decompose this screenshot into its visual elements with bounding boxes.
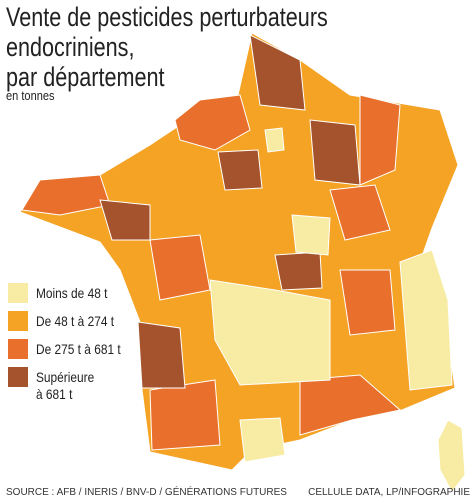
- dept: [329, 184, 391, 241]
- dept: [299, 374, 402, 436]
- dept: [359, 94, 401, 186]
- legend-swatch: [8, 367, 28, 387]
- subtitle: en tonnes: [6, 88, 55, 103]
- legend-label: De 275 t à 681 t: [36, 341, 121, 357]
- dept: [239, 417, 286, 463]
- corsica: [437, 419, 466, 493]
- source: SOURCE : AFB / INERIS / BNV-D / GÉNÉRATI…: [6, 487, 287, 498]
- legend-label: Supérieure à 681 t: [36, 369, 95, 402]
- dept: [249, 34, 306, 111]
- dept: [174, 94, 251, 151]
- legend-swatch: [8, 283, 28, 303]
- dept: [149, 379, 221, 451]
- dept: [99, 199, 151, 241]
- legend-label: De 48 t à 274 t: [36, 313, 115, 329]
- title: endocriniens,: [6, 32, 135, 62]
- title: Vente de pesticides perturbateurs: [6, 2, 328, 32]
- dept: [264, 127, 285, 153]
- legend-label: Moins de 48 t: [36, 285, 108, 301]
- dept: [209, 279, 331, 386]
- credit: CELLULE DATA, LP/INFOGRAPHIE: [308, 487, 470, 498]
- dept: [21, 174, 111, 216]
- legend-swatch: [8, 339, 28, 359]
- dept: [399, 249, 453, 391]
- dept: [137, 321, 186, 389]
- dept: [291, 214, 331, 256]
- dept: [274, 251, 323, 291]
- title: par département: [6, 62, 165, 92]
- dept: [217, 149, 263, 191]
- legend-swatch: [8, 311, 28, 331]
- dept: [339, 269, 396, 336]
- dept: [309, 119, 361, 186]
- dept: [149, 234, 211, 301]
